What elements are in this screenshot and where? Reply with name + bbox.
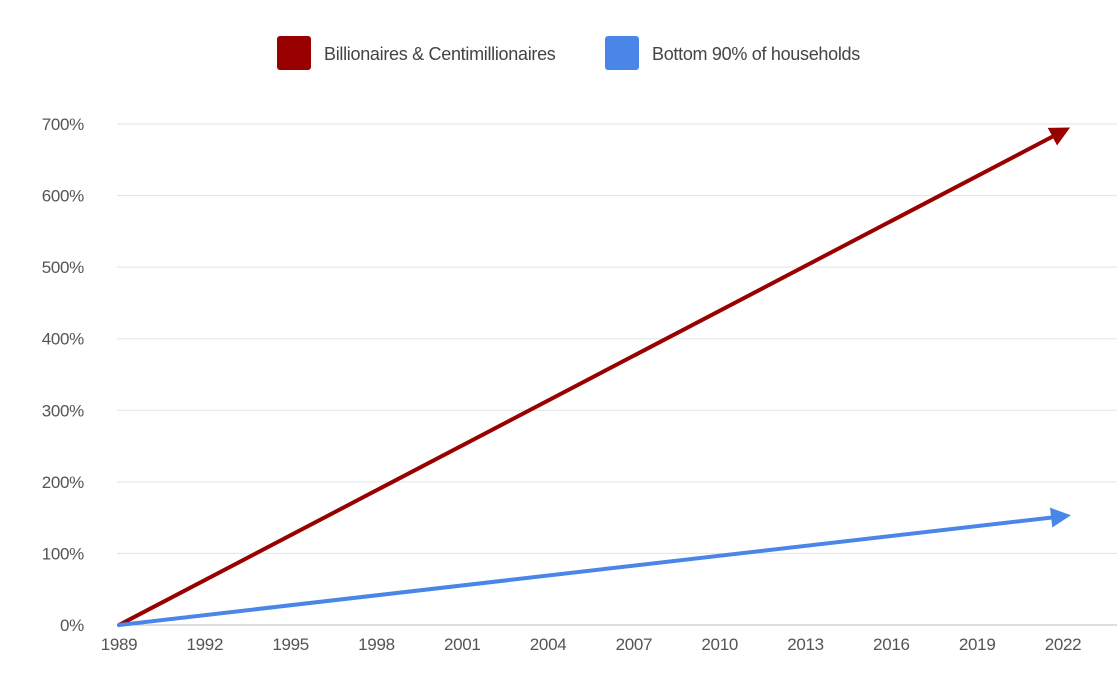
x-tick-label: 2013 (787, 635, 824, 654)
series-lines (117, 127, 1071, 627)
x-tick-label: 2004 (530, 635, 567, 654)
y-tick-label: 400% (42, 330, 84, 349)
legend-swatch (605, 36, 639, 70)
y-tick-label: 200% (42, 473, 84, 492)
x-tick-label: 1998 (358, 635, 395, 654)
y-axis-tick-labels: 0% 100% 200% 300% 400% 500% 600% 700% (42, 115, 85, 635)
x-tick-label: 2022 (1045, 635, 1082, 654)
y-tick-label: 100% (42, 544, 84, 563)
x-tick-label: 2010 (701, 635, 738, 654)
x-tick-label: 1989 (101, 635, 138, 654)
y-tick-label: 0% (60, 616, 84, 635)
legend: Billionaires & Centimillionaires Bottom 9… (277, 36, 861, 70)
x-axis-tick-labels: 1989 1992 1995 1998 2001 2004 2007 2010 2013 2016… (101, 635, 1082, 654)
x-tick-label: 2016 (873, 635, 910, 654)
y-tick-label: 500% (42, 258, 84, 277)
series-line-bottom-90 (117, 507, 1071, 627)
x-tick-label: 2019 (959, 635, 996, 654)
gridlines (117, 123, 1117, 626)
series-line-billionaires (117, 127, 1071, 627)
y-tick-label: 700% (42, 115, 84, 134)
y-tick-label: 600% (42, 187, 84, 206)
x-tick-label: 1992 (187, 635, 224, 654)
legend-label: Bottom 90% of households (652, 44, 860, 64)
legend-label: Billionaires & Centimillionaires (324, 44, 556, 64)
legend-swatch (277, 36, 311, 70)
x-tick-label: 1995 (272, 635, 309, 654)
x-tick-label: 2007 (616, 635, 653, 654)
x-tick-label: 2001 (444, 635, 481, 654)
y-tick-label: 300% (42, 401, 84, 420)
